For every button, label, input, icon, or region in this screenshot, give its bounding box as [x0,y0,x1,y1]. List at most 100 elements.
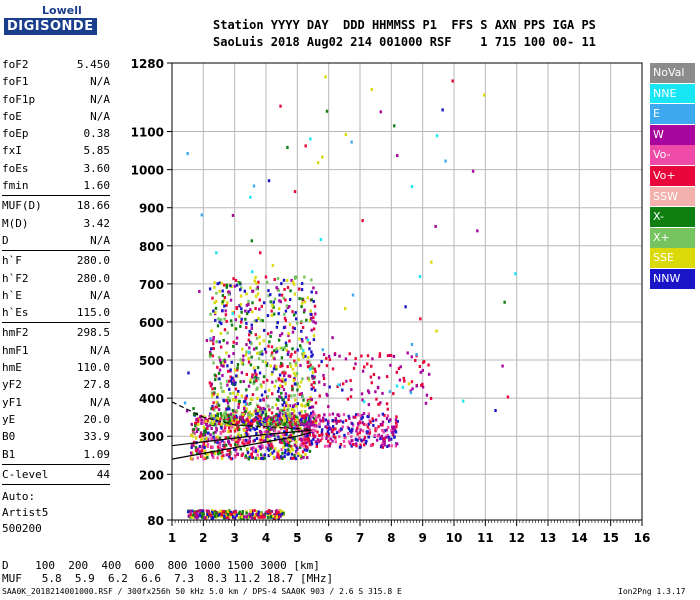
echo-point [285,421,289,425]
echo-point [391,431,394,435]
echo-point [255,376,258,380]
echo-point [311,413,315,417]
echo-point [266,447,269,451]
echo-point [293,403,297,407]
echo-point [401,385,405,389]
echo-point [226,509,229,513]
echo-point [360,354,363,358]
echo-point [305,446,309,450]
echo-point [350,439,353,443]
echo-point [290,394,293,398]
echo-point [375,438,379,442]
echo-point [402,376,406,380]
echo-point [268,444,272,448]
echo-point [304,438,307,442]
echo-point [236,424,239,428]
echo-point [291,347,294,351]
echo-point [395,370,399,374]
logo-digisonde: DIGISONDE [4,18,97,35]
echo-point [196,417,200,421]
echo-point [245,343,248,347]
autoscale-notes: Auto: Artist5 500200 [2,489,110,537]
echo-point [267,441,270,445]
echo-point [209,312,212,316]
echo-point [370,87,373,91]
echo-point [251,455,254,459]
echo-point [223,445,226,449]
echo-point [313,388,317,392]
echo-point [261,444,264,448]
echo-point [222,390,225,394]
echo-point [200,453,204,457]
echo-point [300,437,303,441]
echo-point [247,350,251,354]
note-line: 500200 [2,522,42,536]
echo-point [278,455,281,459]
echo-point [259,251,262,255]
echo-point [224,443,228,447]
echo-point [254,407,258,411]
echo-point [214,515,217,519]
echo-point [259,318,262,322]
echo-point [342,439,346,443]
echo-point [285,344,288,348]
echo-point [254,306,257,310]
echo-point [265,419,268,423]
echo-point [240,515,244,519]
echo-point [317,440,320,444]
echo-point [237,439,241,443]
param-name: h`E [2,288,22,302]
echo-point [288,450,292,454]
echo-point [356,438,359,442]
echo-point [232,352,235,356]
echo-point [271,304,274,308]
echo-point [367,391,371,395]
echo-point [313,412,316,416]
echo-point [226,401,230,405]
echo-point [355,413,358,417]
echo-point [207,437,210,441]
echo-point [275,397,279,401]
param-name: yE [2,412,16,426]
echo-point [238,437,242,441]
echo-point [306,338,310,342]
echo-point [306,421,309,425]
echo-point [293,292,297,296]
echo-point [269,447,272,451]
echo-point [225,283,229,287]
echo-point [212,417,215,421]
echo-point [237,420,241,424]
echo-point [326,422,330,426]
echo-point [270,372,274,376]
echo-point [290,428,294,432]
param-name: C-level [2,467,49,481]
echo-point [259,416,263,420]
echo-point [344,307,347,311]
echo-point [208,381,212,385]
x-tick-label: 16 [634,531,651,545]
echo-point [261,410,264,414]
echo-point [236,426,239,430]
echo-point [273,278,276,282]
echo-point [276,277,280,281]
echo-point [287,408,290,412]
echo-point [286,145,289,149]
echo-point [216,417,220,421]
echo-point [290,417,294,421]
echo-point [236,452,240,456]
echo-point [229,375,232,379]
echo-point [186,510,190,514]
echo-point [319,238,323,242]
echo-point [267,388,271,392]
echo-point [275,412,278,416]
footer-muf: MUF 5.8 5.9 6.2 6.6 7.3 8.3 11.2 18.7 [M… [2,572,334,585]
echo-point [283,312,286,316]
echo-point [306,437,310,441]
echo-point [381,442,384,446]
echo-point [239,288,242,292]
echo-point [201,444,205,448]
echo-point [279,455,283,459]
echo-point [296,321,299,325]
echo-point [236,363,240,367]
profile-curve-2 [171,431,312,460]
